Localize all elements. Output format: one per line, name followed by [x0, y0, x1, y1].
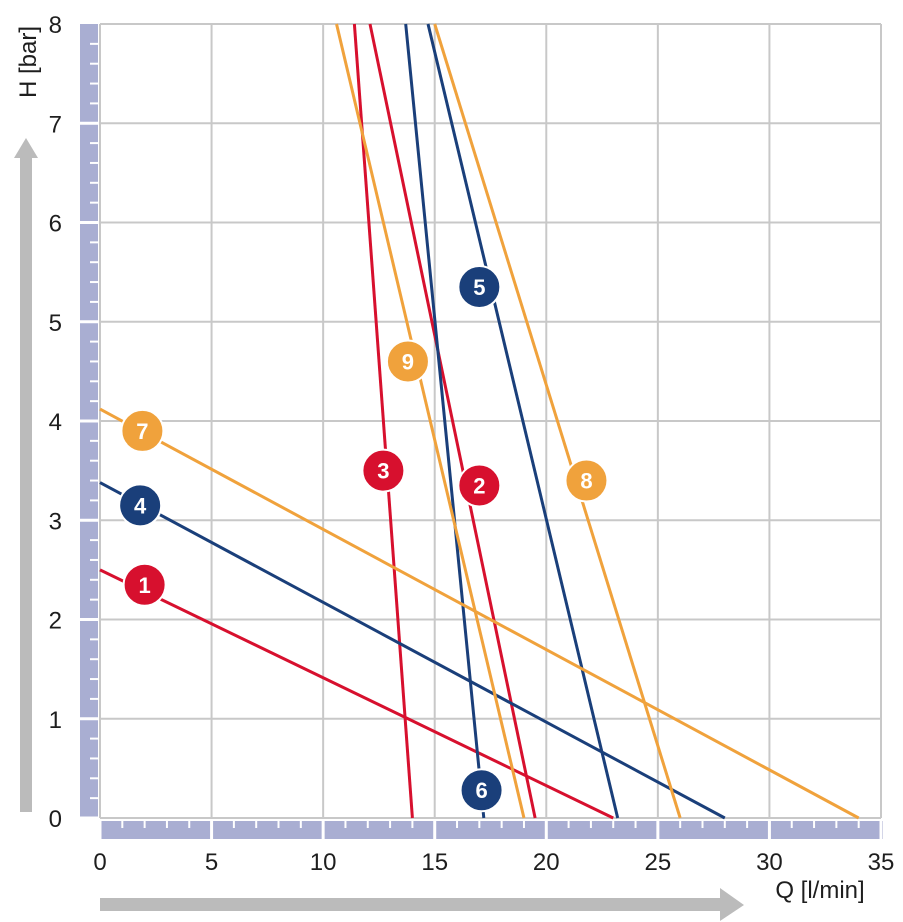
- curve-marker-4: [118, 483, 163, 528]
- curve-9: [335, 23, 526, 819]
- curve-marker-label: 7: [136, 419, 148, 444]
- y-tick-label: 3: [49, 508, 62, 535]
- curve-marker-9: [385, 339, 430, 384]
- curve-marker-1: [122, 562, 167, 607]
- curve-marker-label: 8: [580, 469, 592, 494]
- curve-marker-label: 6: [475, 778, 487, 803]
- curve-4: [99, 481, 726, 820]
- y-tick-label: 8: [49, 12, 62, 39]
- curves: [99, 23, 860, 820]
- x-tick-label: 10: [310, 849, 337, 876]
- curve-marker-label: 3: [377, 459, 389, 484]
- axes: [14, 138, 744, 921]
- y-tick-label: 1: [49, 707, 62, 734]
- curve-marker-6: [459, 768, 504, 813]
- curve-marker-label: 5: [473, 275, 485, 300]
- y-tick-label: 6: [49, 211, 62, 238]
- grid: [80, 23, 883, 839]
- y-axis-label: H [bar]: [15, 26, 42, 98]
- x-tick-label: 35: [868, 849, 895, 876]
- curve-5: [426, 23, 620, 819]
- x-axis-band: [100, 821, 883, 839]
- x-tick-label: 0: [93, 849, 106, 876]
- curve-marker-label: 9: [402, 349, 414, 374]
- curve-marker-8: [564, 458, 609, 503]
- x-axis-arrow-icon: [100, 888, 744, 921]
- curve-3: [352, 23, 414, 819]
- y-tick-label: 2: [49, 608, 62, 635]
- y-tick-label: 7: [49, 111, 62, 138]
- curve-6: [404, 23, 486, 819]
- curve-7: [99, 407, 860, 820]
- curve-markers: 1 2 3 4 5 6 7 8 9: [118, 265, 609, 813]
- x-tick-label: 20: [533, 849, 560, 876]
- curve-marker-7: [120, 408, 165, 453]
- x-tick-label: 15: [421, 849, 448, 876]
- curve-8: [433, 23, 682, 819]
- y-tick-label: 0: [49, 806, 62, 833]
- x-axis-label: Q [l/min]: [775, 877, 864, 904]
- y-axis-arrow-icon: [14, 138, 38, 812]
- x-tick-label: 5: [205, 849, 218, 876]
- curve-marker-label: 4: [134, 493, 147, 518]
- y-tick-label: 5: [49, 310, 62, 337]
- curve-marker-3: [361, 448, 406, 493]
- x-tick-label: 25: [645, 849, 672, 876]
- curve-1: [99, 568, 614, 820]
- curve-marker-label: 1: [139, 573, 151, 598]
- curve-marker-5: [457, 265, 502, 310]
- x-tick-label: 30: [756, 849, 783, 876]
- curve-marker-2: [457, 463, 502, 508]
- y-tick-label: 4: [49, 409, 62, 436]
- curve-marker-label: 2: [473, 474, 485, 499]
- curve-2: [368, 23, 537, 819]
